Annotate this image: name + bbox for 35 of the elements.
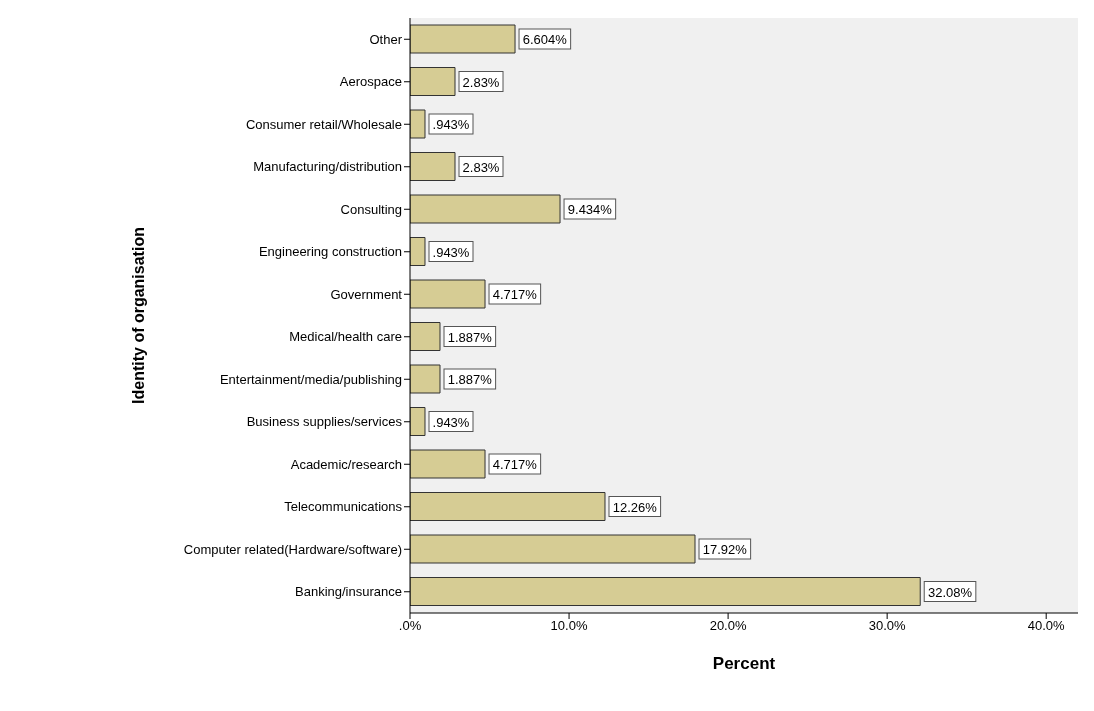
y-tick-label: Telecommunications: [284, 499, 403, 515]
y-tick-label: Computer related(Hardware/software): [183, 541, 402, 557]
data-label: 17.92%: [702, 542, 748, 557]
y-tick-label: Manufacturing/distribution: [253, 159, 402, 175]
data-label: 12.26%: [612, 499, 658, 515]
data-label: 1.887%: [447, 329, 493, 345]
y-tick-label: Business supplies/services: [246, 414, 403, 430]
data-label: 2.83%: [462, 159, 500, 175]
x-axis-title: Percent: [712, 654, 776, 673]
x-tick-label: 40.0%: [1027, 618, 1066, 634]
x-tick-label: 30.0%: [868, 618, 907, 634]
data-label: .943%: [432, 244, 470, 260]
x-tick-label: 20.0%: [709, 618, 747, 634]
data-label: 6.604%: [522, 32, 568, 47]
data-label: .943%: [432, 414, 470, 430]
y-tick-label: Medical/health care: [289, 329, 402, 345]
data-label: 4.717%: [492, 457, 538, 472]
y-tick-label: Academic/research: [290, 456, 402, 472]
x-tick-label: .0%: [398, 618, 422, 634]
data-label: 1.887%: [447, 372, 493, 387]
y-tick-label: Consumer retail/Wholesale: [245, 116, 402, 132]
data-label: 32.08%: [927, 584, 973, 600]
data-label: 4.717%: [492, 287, 538, 302]
y-tick-label: Government: [330, 286, 403, 302]
y-tick-label: Banking/insurance: [295, 584, 402, 600]
data-label: .943%: [432, 117, 470, 132]
data-label: 9.434%: [567, 202, 613, 217]
y-tick-label: Consulting: [340, 201, 402, 217]
y-tick-label: Entertainment/media/publishing: [219, 371, 402, 387]
y-tick-label: Other: [369, 31, 403, 47]
x-tick-label: 10.0%: [550, 618, 588, 634]
y-axis-title: Identity of organisation: [129, 227, 147, 404]
data-label: 2.83%: [462, 74, 500, 90]
y-tick-label: Aerospace: [339, 74, 402, 90]
y-tick-label: Engineering construction: [258, 244, 402, 260]
